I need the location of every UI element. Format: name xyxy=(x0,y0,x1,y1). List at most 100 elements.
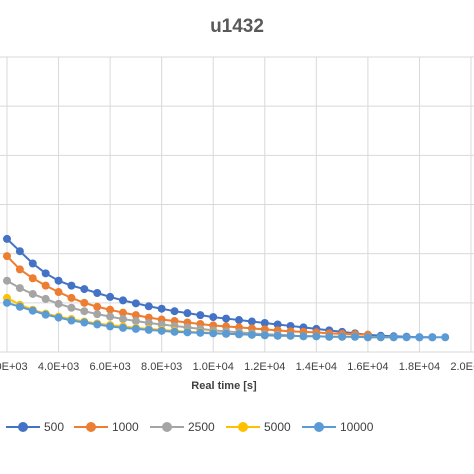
data-point xyxy=(67,316,76,325)
data-point xyxy=(3,276,11,285)
data-point xyxy=(67,303,76,312)
legend-marker xyxy=(74,420,108,434)
data-point xyxy=(93,302,102,311)
x-tick-label: 4.0E+03 xyxy=(38,361,79,373)
data-point xyxy=(54,313,63,322)
data-point xyxy=(312,332,321,341)
data-point xyxy=(54,288,63,297)
data-point xyxy=(80,298,89,307)
data-point xyxy=(144,325,153,334)
data-point xyxy=(157,326,166,335)
data-point xyxy=(209,313,218,322)
data-point xyxy=(247,330,256,339)
data-point xyxy=(286,331,295,340)
chart-title: u1432 xyxy=(210,16,264,37)
data-point xyxy=(170,327,179,336)
x-tick-label: 1.0E+04 xyxy=(193,361,234,373)
x-tick-label: 6.0E+03 xyxy=(89,361,130,373)
data-point xyxy=(247,317,256,326)
data-point xyxy=(67,293,76,302)
data-point xyxy=(222,314,231,323)
data-point xyxy=(183,328,192,337)
x-tick-label: 1.2E+04 xyxy=(244,361,285,373)
data-point xyxy=(325,332,334,341)
data-point xyxy=(376,333,385,342)
data-point xyxy=(15,302,24,311)
data-point xyxy=(80,285,89,294)
data-point xyxy=(41,269,50,278)
data-point xyxy=(106,312,115,321)
gridlines xyxy=(0,56,474,353)
data-point xyxy=(28,306,37,315)
legend-item: 5000 xyxy=(226,416,291,438)
data-point xyxy=(93,310,102,319)
data-point xyxy=(131,311,140,320)
legend-marker xyxy=(302,420,336,434)
data-point xyxy=(80,307,89,316)
data-point xyxy=(28,289,37,298)
series-layer xyxy=(3,234,450,342)
data-point xyxy=(428,333,437,342)
data-point xyxy=(54,276,63,285)
data-point xyxy=(183,309,192,318)
data-point xyxy=(15,284,24,293)
data-point xyxy=(119,315,127,324)
legend-label: 10000 xyxy=(340,420,374,434)
data-point xyxy=(3,298,11,307)
data-point xyxy=(196,328,205,337)
data-point xyxy=(28,259,37,268)
data-point xyxy=(235,330,243,339)
x-tick-label: 1.8E+04 xyxy=(399,361,440,373)
data-point xyxy=(415,333,424,342)
data-point xyxy=(41,294,50,303)
data-point xyxy=(28,274,37,283)
data-point xyxy=(144,302,153,311)
data-point xyxy=(402,333,411,342)
legend: 500 1000 2500 5000 10000 xyxy=(0,416,474,438)
legend-label: 500 xyxy=(44,420,65,434)
data-point xyxy=(170,307,179,316)
legend-marker xyxy=(150,420,184,434)
data-point xyxy=(363,333,372,342)
legend-label: 1000 xyxy=(112,420,139,434)
legend-label: 2500 xyxy=(188,420,215,434)
data-point xyxy=(196,311,205,320)
data-point xyxy=(157,304,166,313)
legend-item: 1000 xyxy=(74,416,139,438)
data-point xyxy=(93,320,102,329)
data-point xyxy=(106,305,115,314)
data-point xyxy=(106,292,115,301)
data-point xyxy=(67,281,76,290)
data-point xyxy=(15,247,24,256)
legend-marker xyxy=(6,420,40,434)
data-point xyxy=(273,320,282,329)
data-point xyxy=(80,318,89,327)
data-point xyxy=(3,252,11,261)
data-point xyxy=(273,331,282,340)
x-axis-label: Real time [s] xyxy=(191,380,257,392)
data-point xyxy=(106,322,115,331)
data-point xyxy=(119,308,127,317)
data-point xyxy=(119,323,127,332)
data-point xyxy=(299,332,308,341)
data-point xyxy=(131,317,140,326)
series-10000 xyxy=(3,298,450,342)
x-tick-label: 2.0E+03 xyxy=(0,361,28,373)
data-point xyxy=(15,265,24,274)
x-tick-label: 2.0E+04 xyxy=(450,361,474,373)
data-point xyxy=(222,329,231,338)
x-tick-label: 8.0E+03 xyxy=(141,361,182,373)
data-point xyxy=(41,310,50,319)
data-point xyxy=(119,296,127,305)
data-point xyxy=(209,329,218,338)
data-point xyxy=(351,332,359,341)
data-point xyxy=(441,333,450,342)
x-tick-label: 1.4E+04 xyxy=(296,361,337,373)
x-tick-label: 1.6E+04 xyxy=(347,361,388,373)
data-point xyxy=(389,333,398,342)
legend-item: 10000 xyxy=(302,416,373,438)
data-point xyxy=(3,234,11,243)
data-point xyxy=(338,332,347,341)
legend-label: 5000 xyxy=(264,420,291,434)
